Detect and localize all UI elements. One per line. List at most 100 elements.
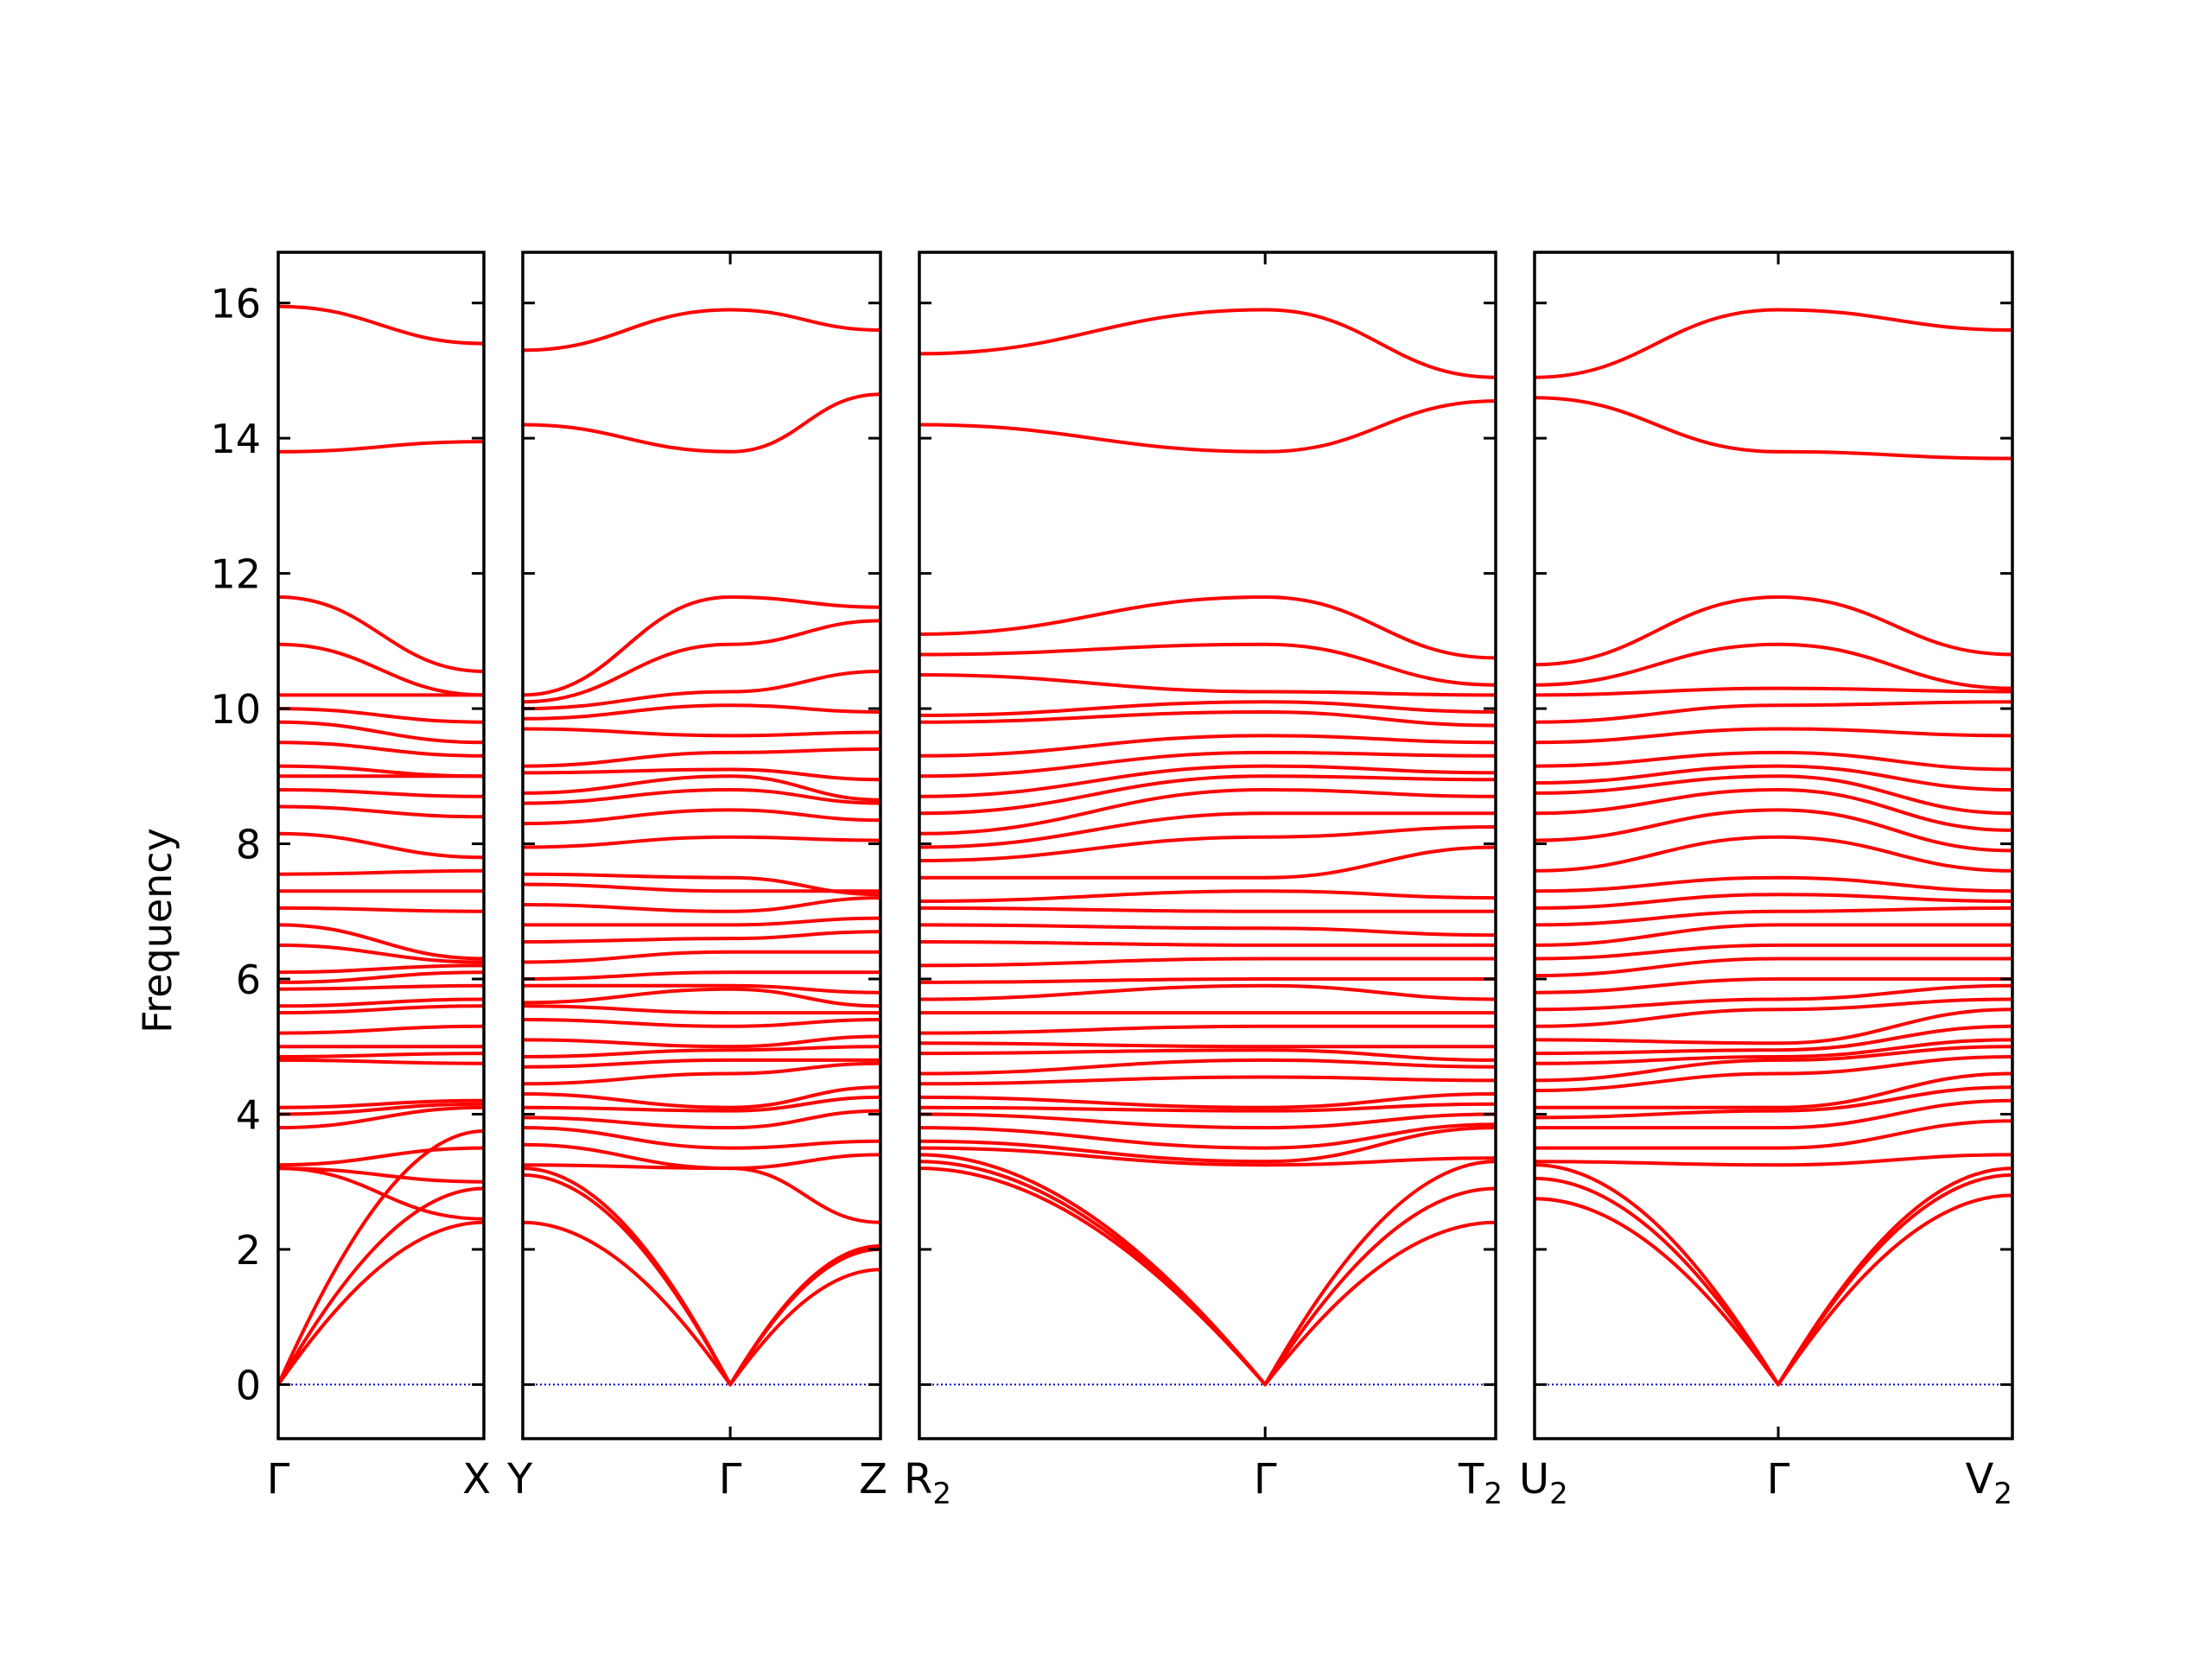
band-line [523, 703, 880, 721]
band-line [278, 1098, 484, 1109]
band-line [278, 1105, 484, 1130]
band-line [1535, 764, 2012, 791]
band-line [1535, 1071, 2012, 1109]
x-tick-label: Γ [719, 1455, 742, 1503]
band-line [1535, 1098, 2012, 1130]
x-tick-label-main: Γ [719, 1455, 742, 1503]
band-line [919, 1122, 1496, 1150]
band-line [1535, 686, 2012, 697]
band-line [919, 825, 1496, 863]
x-tick-label-main: V [1966, 1455, 1994, 1503]
band-line [523, 1142, 880, 1171]
band-line [919, 642, 1496, 687]
band-line [523, 930, 880, 944]
y-tick-label: 12 [210, 551, 261, 598]
band-line [919, 1024, 1496, 1035]
band-line [523, 670, 880, 711]
band-line [278, 997, 484, 1008]
band-line [278, 720, 484, 745]
band-line [1535, 997, 2012, 1028]
band-line [1535, 700, 2012, 724]
band-line [919, 923, 1496, 938]
band-line [919, 1048, 1496, 1062]
band-line [919, 1102, 1496, 1113]
band-line [1535, 976, 2012, 995]
y-axis-label: Frequency [134, 828, 181, 1033]
panel-frame [276, 251, 486, 1440]
panel-frame [918, 251, 1497, 1440]
band-line [919, 1092, 1496, 1109]
band-line [1535, 774, 2012, 816]
band-line [523, 1109, 880, 1130]
x-tick-label: R2 [904, 1455, 951, 1511]
x-tick-label: X [462, 1455, 491, 1503]
band-line [523, 916, 880, 927]
band-line [523, 767, 880, 782]
x-tick-label-main: Z [859, 1455, 887, 1503]
x-tick-label-subscript: 2 [932, 1477, 951, 1511]
band-line [278, 923, 484, 961]
panel-4: U2 Γ V2 [1519, 251, 2014, 1511]
x-tick-label: U2 [1519, 1455, 1568, 1511]
band-line [919, 788, 1496, 836]
band-line [523, 619, 880, 704]
band-line [1535, 875, 2012, 893]
band-line [919, 940, 1496, 947]
y-tick-label: 6 [236, 957, 261, 1003]
band-line [1535, 727, 2012, 745]
band-line [919, 811, 1496, 849]
band-line [919, 845, 1496, 880]
band-line [278, 983, 484, 991]
band-line [523, 950, 880, 964]
band-line [523, 1166, 880, 1387]
band-line [523, 970, 880, 981]
band-line [1535, 788, 2012, 832]
x-tick-label-main: Γ [1254, 1455, 1277, 1503]
x-tick-label-main: Γ [267, 1455, 290, 1503]
band-line [278, 1102, 484, 1116]
band-line [1535, 396, 2012, 461]
x-tick-label-main: T [1458, 1455, 1484, 1503]
band-line [278, 642, 484, 697]
band-line [278, 440, 484, 454]
band-line [523, 1058, 880, 1069]
band-line [278, 1052, 484, 1058]
band-line [919, 1075, 1496, 1086]
x-tick-label-main: R [904, 1455, 932, 1503]
band-line [523, 1163, 880, 1224]
band-line [919, 595, 1496, 660]
y-tick-label: 4 [236, 1091, 261, 1138]
band-line [523, 727, 880, 738]
band-line [523, 1004, 880, 1015]
band-line [1535, 808, 2012, 853]
band-line [278, 868, 484, 876]
x-tick-label-main: Γ [1767, 1455, 1790, 1503]
x-tick-label-main: Y [506, 1455, 533, 1503]
band-line [523, 747, 880, 768]
band-line [278, 1220, 484, 1387]
band-line [523, 1034, 880, 1049]
band-line [278, 970, 484, 984]
band-line [919, 906, 1496, 913]
band-line [523, 1018, 880, 1028]
band-line [1535, 1119, 2012, 1150]
band-line [523, 1045, 880, 1058]
band-line [278, 943, 484, 964]
band-line [1535, 923, 2012, 947]
band-line [523, 1061, 880, 1086]
band-line [919, 1112, 1496, 1130]
band-line [919, 889, 1496, 903]
x-tick-label-subscript: 2 [1993, 1477, 2012, 1511]
band-line [278, 1166, 484, 1184]
y-tick-label: 0 [236, 1362, 261, 1408]
band-line [1535, 1085, 2012, 1120]
band-line [1535, 983, 2012, 1012]
band-line [523, 788, 880, 805]
band-line [919, 1146, 1496, 1167]
x-tick-label-subscript: 2 [1549, 1477, 1568, 1511]
band-line [523, 987, 880, 1008]
band-line [278, 1004, 484, 1015]
y-tick-label: 10 [210, 686, 261, 733]
